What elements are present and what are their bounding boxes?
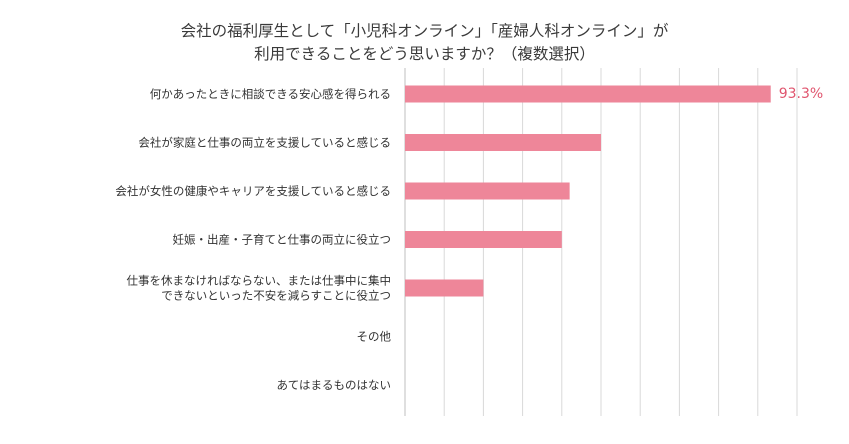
category-label: その他 [357,330,392,344]
category-label: 何かあったときに相談できる安心感を得られる [150,87,391,101]
bar [405,279,484,297]
bar [405,231,562,248]
bar [405,134,601,151]
category-label: あてはまるものはない [276,378,391,392]
category-label: 会社が女性の健康やキャリアを支援していると感じる [115,184,391,198]
bar [405,182,570,200]
category-label: 妊娠・出産・子育てと仕事の両立に役立つ [173,233,392,247]
chart-title: 会社の福利厚生として「小児科オンライン」「産婦人科オンライン」が 利用できること… [0,20,849,66]
category-label: できないといった不安を減らすことに役立つ [161,289,391,303]
category-label: 会社が家庭と仕事の両立を支援していると感じる [138,136,391,150]
data-label: 93.3% [779,86,823,102]
chart-title-line-2: 利用できることをどう思いますか？（複数選択） [254,45,595,63]
category-label: 仕事を休まなければならない、または仕事中に集中 [127,274,392,288]
chart-title-line-1: 会社の福利厚生として「小児科オンライン」「産婦人科オンライン」が [180,22,669,40]
bar [405,85,771,103]
